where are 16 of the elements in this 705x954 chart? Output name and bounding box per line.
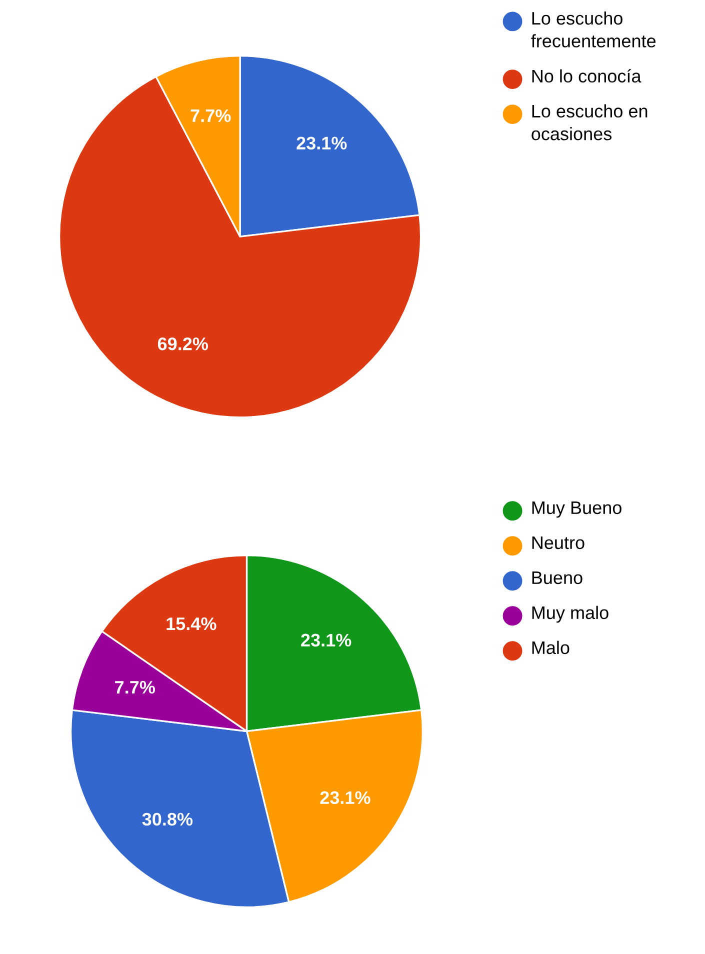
data-label: 7.7%: [190, 109, 231, 122]
legend-label: Malo: [532, 640, 570, 654]
data-label: 69.2%: [158, 337, 208, 350]
data-label: 23.1%: [320, 791, 370, 804]
legend-label: No lo conocía: [532, 69, 642, 83]
data-label: 30.8%: [142, 812, 193, 826]
data-label: 15.4%: [166, 617, 216, 630]
data-label: 23.1%: [296, 136, 347, 150]
legend-label: Muy malo: [532, 606, 608, 623]
legend-label: Neutro: [532, 536, 584, 550]
legend-label: Lo escucho frecuentemente: [531, 11, 656, 48]
legend-label: Lo escucho en ocasiones: [532, 104, 648, 140]
legend-label: Muy Bueno: [532, 502, 622, 518]
data-label: 23.1%: [301, 634, 352, 647]
data-label: 7.7%: [115, 680, 155, 694]
legend-label: Bueno: [532, 572, 582, 584]
